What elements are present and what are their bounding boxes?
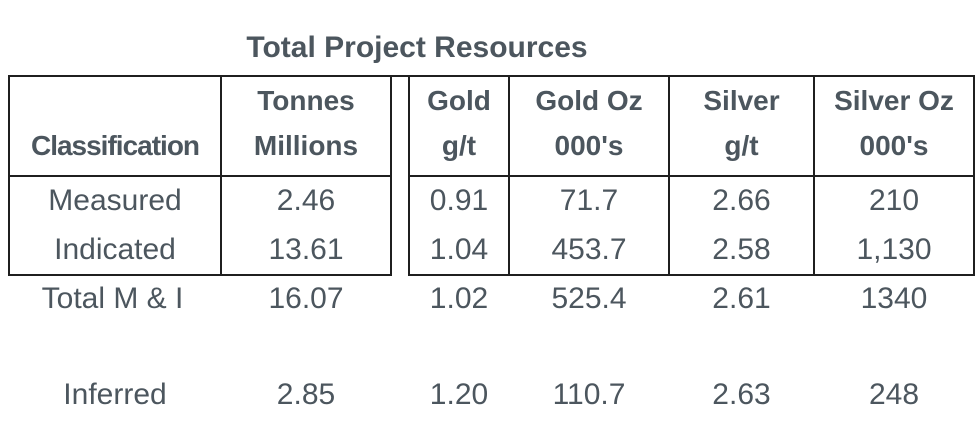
header-gold-grade-line1: Gold [427, 85, 491, 116]
cell-total-label: Total M & I [41, 281, 184, 315]
cell-inferred-silver-oz: 248 [868, 378, 920, 411]
cell-indicated-tonnes: 13.61 [220, 225, 391, 276]
cell-measured-gold-grade: 0.91 [429, 184, 489, 217]
header-cell-tonnes: Tonnes Millions [220, 75, 391, 177]
header-tonnes-line1: Tonnes [257, 85, 355, 116]
header-gold-grade-line2: g/t [441, 130, 477, 161]
row-total-m-i: Total M & I 16.07 1.02 525.4 2.61 1340 [9, 275, 974, 321]
spacer-cell [391, 321, 409, 371]
cell-indicated-silver-oz: 1,130 [813, 225, 975, 276]
cell-total-silver-grade: 2.61 [712, 281, 771, 315]
header-row: Classification Tonnes Millions Gold g/t … [8, 75, 975, 177]
spacer-cell [9, 321, 221, 371]
header-silver-grade-line2: g/t [724, 130, 759, 161]
cell-inferred-silver-grade: 2.63 [712, 378, 771, 411]
cell-total-silver-oz: 1340 [860, 281, 928, 315]
header-cell-silver-oz: Silver Oz 000's [813, 75, 975, 177]
header-classification-line2: Classification [30, 130, 200, 161]
table-gap-spacer [390, 176, 410, 225]
cell-inferred-label: Inferred [63, 378, 167, 411]
table-gap-spacer [391, 371, 409, 419]
cell-measured-gold-oz: 71.7 [508, 176, 669, 225]
spacer-cell [221, 321, 391, 371]
cell-measured-label: Measured [8, 176, 221, 225]
resources-table: Classification Tonnes Millions Gold g/t … [8, 75, 975, 419]
table-gap-spacer [390, 75, 410, 176]
cell-measured-tonnes: 2.46 [220, 176, 391, 225]
row-spacer [9, 321, 974, 371]
table-gap-spacer [390, 225, 410, 275]
cell-indicated-gold-grade: 1.04 [409, 225, 509, 276]
row-indicated: Indicated 13.61 1.04 453.7 2.58 1,130 [8, 225, 975, 276]
header-tonnes-line2: Millions [253, 130, 359, 161]
cell-indicated-gold-oz: 453.7 [508, 225, 669, 276]
cell-indicated-silver-grade: 2.58 [668, 225, 814, 276]
spacer-cell [669, 321, 814, 371]
cell-total-tonnes: 16.07 [268, 281, 344, 315]
cell-measured-silver-oz: 210 [813, 176, 975, 225]
table-gap-spacer [391, 275, 409, 321]
header-gold-oz-line2: 000's [554, 130, 624, 161]
header-cell-classification: Classification [8, 75, 221, 177]
row-inferred: Inferred 2.85 1.20 110.7 2.63 248 [9, 371, 974, 419]
spacer-cell [814, 321, 974, 371]
header-silver-oz-line1: Silver Oz [834, 85, 954, 116]
cell-total-gold-grade: 1.02 [429, 281, 489, 315]
cell-total-gold-oz: 525.4 [551, 281, 627, 315]
header-silver-oz-line2: 000's [859, 130, 929, 161]
cell-inferred-gold-oz: 110.7 [552, 378, 626, 411]
table-title: Total Project Resources [246, 31, 588, 64]
spacer-cell [509, 321, 669, 371]
cell-inferred-tonnes: 2.85 [276, 378, 336, 411]
cell-measured-silver-grade: 2.66 [668, 176, 814, 225]
header-silver-grade-line1: Silver [703, 85, 780, 116]
header-cell-gold-grade: Gold g/t [409, 75, 509, 177]
spacer-cell [409, 321, 509, 371]
header-cell-silver-grade: Silver g/t [668, 75, 814, 177]
header-cell-gold-oz: Gold Oz 000's [508, 75, 669, 177]
cell-inferred-gold-grade: 1.20 [429, 378, 489, 411]
cell-indicated-label: Indicated [8, 225, 221, 276]
header-gold-oz-line1: Gold Oz [535, 85, 643, 116]
row-measured: Measured 2.46 0.91 71.7 2.66 210 [8, 176, 975, 225]
